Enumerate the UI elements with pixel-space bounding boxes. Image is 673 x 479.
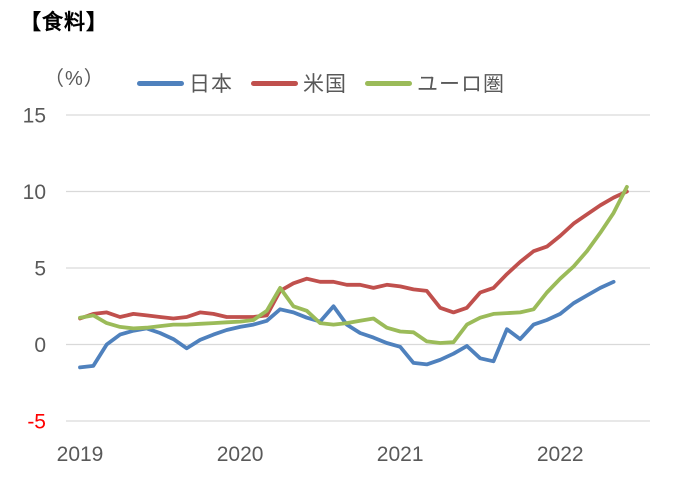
legend-item-us: 米国 [251,68,347,98]
legend-label-euro: ユーロ圏 [417,73,505,96]
y-axis-tick-label-0: 0 [34,334,46,357]
legend-line-swatch-euro [365,80,412,86]
x-axis-tick-label-2021: 2021 [377,443,424,466]
series-line-us [78,189,629,321]
chart-title: 【食料】 [20,11,108,34]
legend: 日本 米国 ユーロ圏 [137,68,505,98]
y-axis-unit-label: （%） [44,68,105,90]
legend-item-euro: ユーロ圏 [365,68,505,98]
x-axis-tick-label-2022: 2022 [537,443,584,466]
legend-label-japan: 日本 [189,73,233,96]
legend-line-swatch-japan [137,80,184,86]
legend-item-japan: 日本 [137,68,233,98]
x-axis-tick-label-2019: 2019 [57,443,104,466]
x-axis-tick-label-2020: 2020 [217,443,264,466]
y-axis-tick-label-10: 10 [23,181,46,204]
series-line-euro [78,184,629,345]
y-axis-tick-label-5: 5 [34,258,46,281]
y-axis-tick-label--5: -5 [27,411,46,434]
legend-label-us: 米国 [303,73,347,96]
legend-line-swatch-us [251,80,298,86]
y-axis-tick-label-15: 15 [23,105,46,128]
